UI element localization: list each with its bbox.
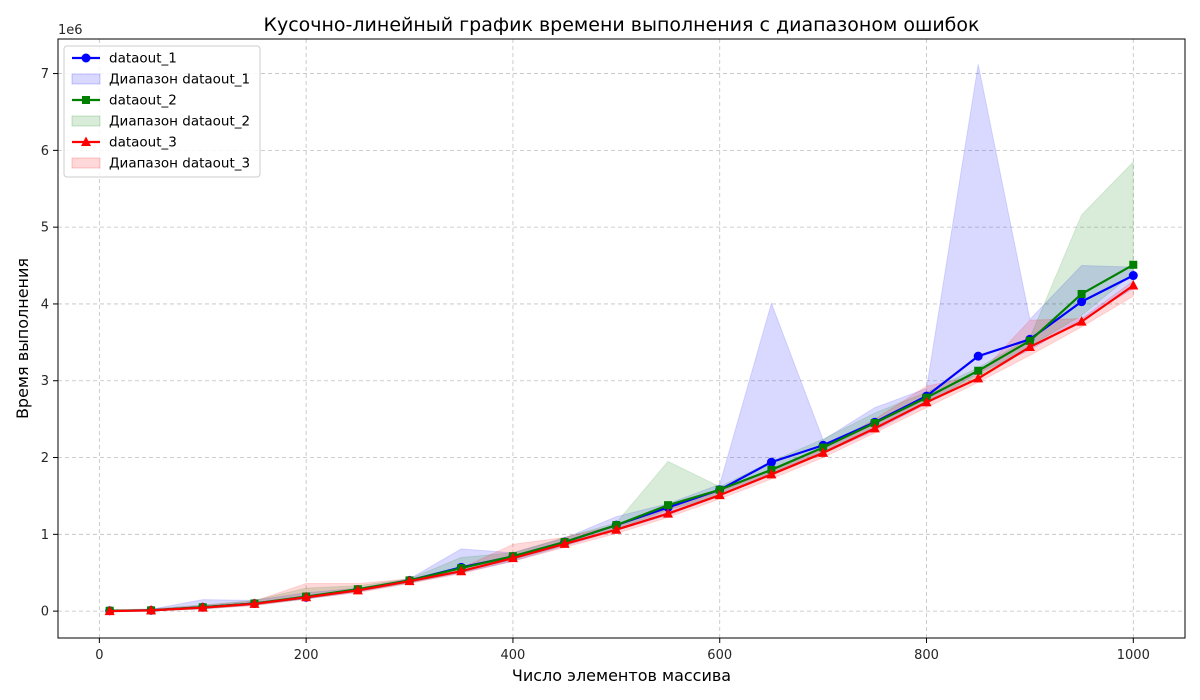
legend: dataout_1 Диапазон dataout_1 dataout_2 Диап… bbox=[63, 45, 261, 178]
data-point-dataout_3 bbox=[104, 605, 115, 616]
data-point-dataout_1 bbox=[766, 457, 776, 467]
data-point-dataout_3 bbox=[1076, 316, 1087, 326]
data-point-dataout_3 bbox=[1024, 341, 1035, 351]
data-point-dataout_3 bbox=[146, 604, 157, 615]
data-point-dataout_3 bbox=[766, 468, 777, 479]
x-tick-label: 800 bbox=[914, 648, 939, 663]
legend-band-swatch bbox=[71, 157, 101, 169]
data-point-dataout_2 bbox=[1129, 260, 1138, 269]
x-tick-label: 400 bbox=[501, 648, 526, 663]
legend-marker-swatch bbox=[81, 53, 91, 63]
y-tick-label: 2 bbox=[41, 451, 49, 466]
legend-entry-label: dataout_1 bbox=[109, 51, 177, 67]
legend-marker-swatch bbox=[82, 96, 90, 104]
legend-box bbox=[63, 45, 261, 178]
chart-title: Кусочно-линейный график времени выполнен… bbox=[263, 14, 979, 36]
legend-entry-label: dataout_2 bbox=[109, 93, 177, 109]
legend-band-swatch bbox=[71, 115, 101, 127]
data-point-dataout_1 bbox=[1077, 297, 1087, 307]
y-offset-text: 1e6 bbox=[58, 23, 83, 38]
data-point-dataout_3 bbox=[456, 565, 467, 576]
y-tick-label: 4 bbox=[41, 297, 49, 312]
y-tick-label: 5 bbox=[41, 221, 49, 236]
data-point-dataout_3 bbox=[197, 602, 208, 612]
data-point-dataout_3 bbox=[507, 552, 518, 563]
y-tick-label: 1 bbox=[41, 528, 49, 543]
y-tick-label: 7 bbox=[41, 67, 49, 82]
data-point-dataout_3 bbox=[352, 584, 363, 595]
grid-layer bbox=[58, 39, 1185, 638]
legend-entry-label: dataout_3 bbox=[109, 135, 177, 151]
data-point-dataout_2 bbox=[664, 501, 673, 510]
y-axis-title: Время выполнения bbox=[13, 258, 32, 419]
legend-band-swatch bbox=[71, 73, 101, 85]
plot-frame bbox=[57, 38, 1186, 639]
data-point-dataout_3 bbox=[973, 372, 984, 383]
legend-marker-swatch bbox=[81, 136, 91, 146]
data-point-dataout_3 bbox=[404, 575, 415, 586]
x-tick-label: 0 bbox=[95, 648, 103, 663]
tick-layer: 0 200 400 600 800 1000 0 1 2 3 4 5 6 7 bbox=[41, 67, 1150, 663]
x-tick-label: 600 bbox=[707, 648, 732, 663]
y-tick-label: 0 bbox=[41, 605, 49, 620]
legend-entry-label: Диапазон dataout_2 bbox=[109, 114, 250, 130]
legend-entry-label: Диапазон dataout_1 bbox=[109, 72, 250, 88]
data-point-dataout_3 bbox=[921, 396, 932, 407]
data-point-dataout_3 bbox=[663, 508, 674, 518]
x-axis-title: Число элементов массива bbox=[512, 666, 731, 685]
data-point-dataout_3 bbox=[818, 447, 829, 457]
data-point-dataout_2 bbox=[1025, 336, 1034, 345]
data-point-dataout_3 bbox=[249, 598, 260, 608]
data-point-dataout_1 bbox=[973, 351, 983, 361]
data-point-dataout_3 bbox=[1128, 280, 1139, 290]
data-point-dataout_3 bbox=[714, 489, 725, 500]
data-point-dataout_2 bbox=[1077, 289, 1086, 298]
y-tick-label: 3 bbox=[41, 374, 49, 389]
data-point-dataout_3 bbox=[301, 591, 312, 602]
data-point-dataout_1 bbox=[1128, 271, 1138, 281]
data-point-dataout_2 bbox=[974, 366, 983, 375]
data-point-dataout_3 bbox=[611, 524, 622, 534]
legend-entry-label: Диапазон dataout_3 bbox=[109, 156, 250, 172]
x-tick-label: 1000 bbox=[1117, 648, 1150, 663]
line-layer bbox=[104, 260, 1139, 616]
data-point-dataout_3 bbox=[559, 538, 570, 548]
data-point-dataout_3 bbox=[869, 422, 880, 433]
x-tick-label: 200 bbox=[294, 648, 319, 663]
y-tick-label: 6 bbox=[41, 144, 49, 159]
